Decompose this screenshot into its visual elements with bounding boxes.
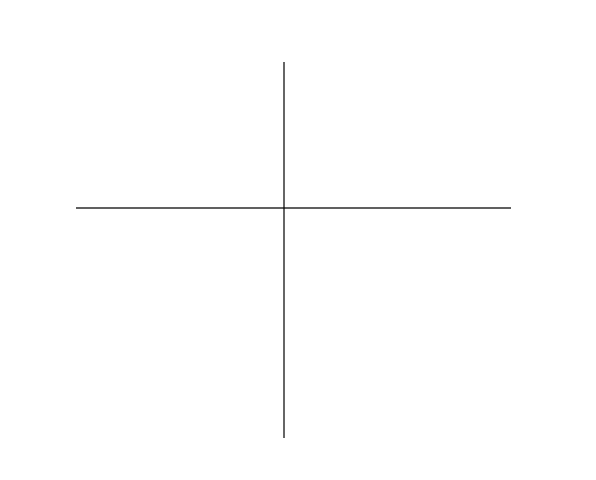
swot-quadrant-diagram <box>76 62 511 438</box>
